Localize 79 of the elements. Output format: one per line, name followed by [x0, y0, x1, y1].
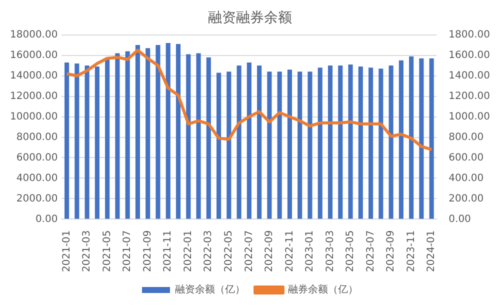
y-tick-label: 12000.00 — [10, 90, 58, 102]
bar — [206, 57, 211, 219]
y2-tick-label: 1200.00 — [448, 90, 490, 102]
chart-title: 融资融券余额 — [208, 10, 292, 26]
x-tick-label: 2023-11 — [406, 230, 417, 272]
bar — [308, 72, 312, 219]
x-tick-label: 2021-11 — [162, 230, 174, 272]
bar — [328, 66, 333, 219]
bar — [388, 66, 394, 219]
bar — [378, 68, 384, 219]
bar — [419, 58, 424, 219]
bar — [398, 60, 404, 219]
x-tick-label: 2022-11 — [284, 230, 296, 272]
y2-tick-label: 0.00 — [448, 214, 471, 225]
x-tick-label: 2022-03 — [203, 230, 214, 272]
bar — [166, 42, 170, 219]
bar — [368, 68, 374, 219]
bar — [298, 72, 302, 219]
y2-tick-label: 200.00 — [448, 193, 484, 204]
bar — [348, 64, 353, 219]
y2-tick-label: 600.00 — [448, 152, 484, 164]
bar — [236, 66, 242, 219]
x-tick-label: 2021-07 — [122, 230, 134, 272]
x-tick-label: 2022-01 — [182, 230, 194, 272]
bar — [84, 66, 90, 219]
bar — [156, 45, 160, 219]
bar — [358, 66, 363, 219]
y2-tick-label: 1600.00 — [448, 50, 490, 61]
bar — [186, 54, 191, 219]
bar — [338, 66, 343, 219]
y-tick-label: 4000.00 — [16, 172, 58, 184]
bar — [196, 53, 201, 219]
bar — [226, 72, 232, 219]
bar — [74, 63, 80, 219]
y-tick-label: 2000.00 — [16, 193, 58, 204]
x-tick-label: 2023-05 — [345, 230, 356, 272]
bar — [287, 70, 292, 219]
x-tick-label: 2021-09 — [142, 230, 154, 272]
legend-label: 融券余额（亿） — [288, 284, 358, 296]
x-tick-label: 2024-01 — [426, 230, 438, 272]
x-tick-label: 2021-05 — [102, 230, 113, 272]
x-tick-label: 2022-09 — [264, 230, 276, 272]
y2-tick-label: 800.00 — [448, 132, 484, 143]
bar — [146, 48, 150, 219]
y2-tick-label: 400.00 — [448, 172, 484, 184]
bar — [429, 58, 434, 219]
bar — [135, 45, 140, 219]
bar — [277, 72, 282, 219]
y-tick-label: 8000.00 — [16, 132, 58, 143]
x-tick-label: 2022-05 — [224, 230, 235, 272]
x-tick-label: 2021-03 — [82, 230, 93, 272]
y2-tick-label: 1000.00 — [448, 111, 490, 122]
x-tick-label: 2021-01 — [61, 230, 72, 272]
y2-tick-label: 1800.00 — [448, 29, 490, 40]
bar — [105, 57, 110, 219]
bar — [318, 68, 322, 219]
y-tick-label: 6000.00 — [16, 152, 58, 164]
x-tick-label: 2023-07 — [365, 230, 376, 272]
x-tick-label: 2023-03 — [324, 230, 336, 272]
y-tick-label: 16000.00 — [10, 50, 58, 61]
y-tick-label: 10000.00 — [10, 111, 58, 122]
x-tick-label: 2022-07 — [244, 230, 255, 272]
bar — [94, 66, 100, 219]
y2-tick-label: 1400.00 — [448, 70, 490, 82]
y-tick-label: 18000.00 — [10, 29, 58, 40]
x-tick-label: 2023-09 — [386, 230, 397, 272]
bar — [246, 62, 252, 219]
bar — [176, 44, 181, 219]
bar — [409, 56, 414, 219]
bar — [115, 53, 120, 219]
x-tick-label: 2023-01 — [304, 230, 316, 272]
bar — [125, 51, 130, 219]
bar — [216, 72, 222, 219]
bar — [257, 66, 262, 219]
legend-label: 融资余额（亿） — [175, 284, 245, 296]
bar — [64, 62, 70, 219]
y-tick-label: 0.00 — [35, 214, 58, 225]
y-tick-label: 14000.00 — [10, 70, 58, 82]
bar — [267, 72, 272, 219]
